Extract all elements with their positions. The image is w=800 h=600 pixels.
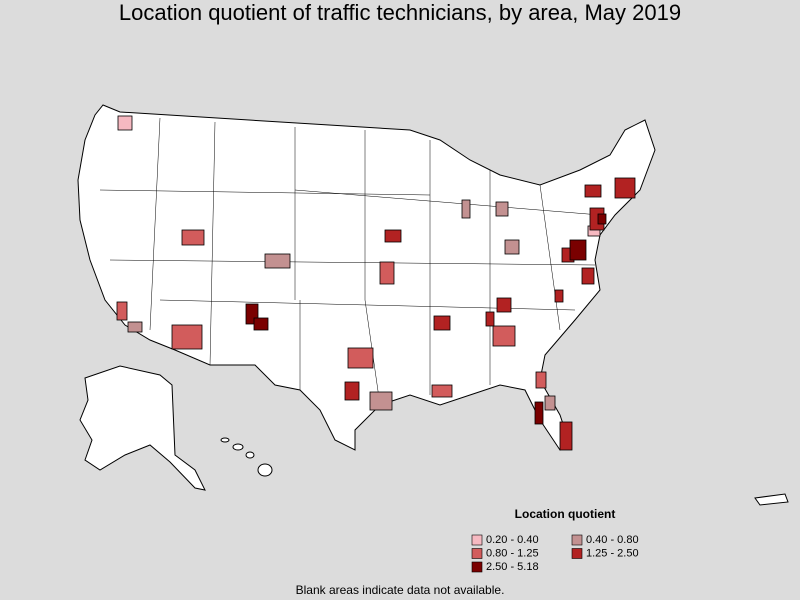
area (171, 324, 203, 350)
legend-swatch (471, 548, 483, 559)
us-mainland (77, 104, 656, 451)
area (344, 381, 360, 401)
legend-label: 0.80 - 1.25 (486, 547, 539, 559)
area (569, 239, 587, 261)
area (504, 239, 520, 255)
area (554, 289, 564, 303)
area (433, 315, 451, 331)
area (495, 201, 509, 217)
legend-title: Location quotient (515, 507, 616, 521)
area (559, 421, 573, 451)
area (431, 384, 453, 398)
area (347, 347, 374, 369)
area (485, 311, 495, 327)
legend-label: 2.50 - 5.18 (486, 561, 539, 573)
legend-swatch (571, 548, 583, 559)
area (384, 229, 402, 243)
area (492, 325, 516, 347)
legend-label: 0.20 - 0.40 (486, 534, 539, 546)
area (117, 115, 133, 131)
legend-swatch (571, 534, 583, 546)
area (264, 253, 291, 269)
area (127, 321, 143, 333)
area (379, 261, 395, 285)
area (544, 395, 556, 411)
area (614, 177, 636, 199)
area (534, 401, 544, 425)
area (584, 184, 602, 198)
area (535, 371, 547, 389)
alaska (79, 365, 206, 491)
area (581, 267, 595, 285)
area (597, 213, 607, 225)
footnote: Blank areas indicate data not available. (296, 583, 505, 597)
area (369, 391, 393, 411)
area (116, 301, 128, 321)
area (496, 297, 512, 313)
area (253, 317, 269, 331)
legend-label: 1.25 - 2.50 (586, 547, 639, 559)
hawaii (220, 437, 273, 477)
puerto-rico (754, 493, 789, 506)
map-title: Location quotient of traffic technicians… (119, 0, 681, 25)
legend-swatch (471, 561, 483, 573)
legend-swatch (471, 534, 483, 546)
map (77, 104, 789, 506)
colored-areas (116, 115, 636, 451)
area (181, 229, 205, 246)
area (461, 199, 471, 219)
legend-label: 0.40 - 0.80 (586, 534, 639, 546)
legend: Location quotient 0.20 - 0.40 0.40 - 0.80… (471, 507, 639, 573)
